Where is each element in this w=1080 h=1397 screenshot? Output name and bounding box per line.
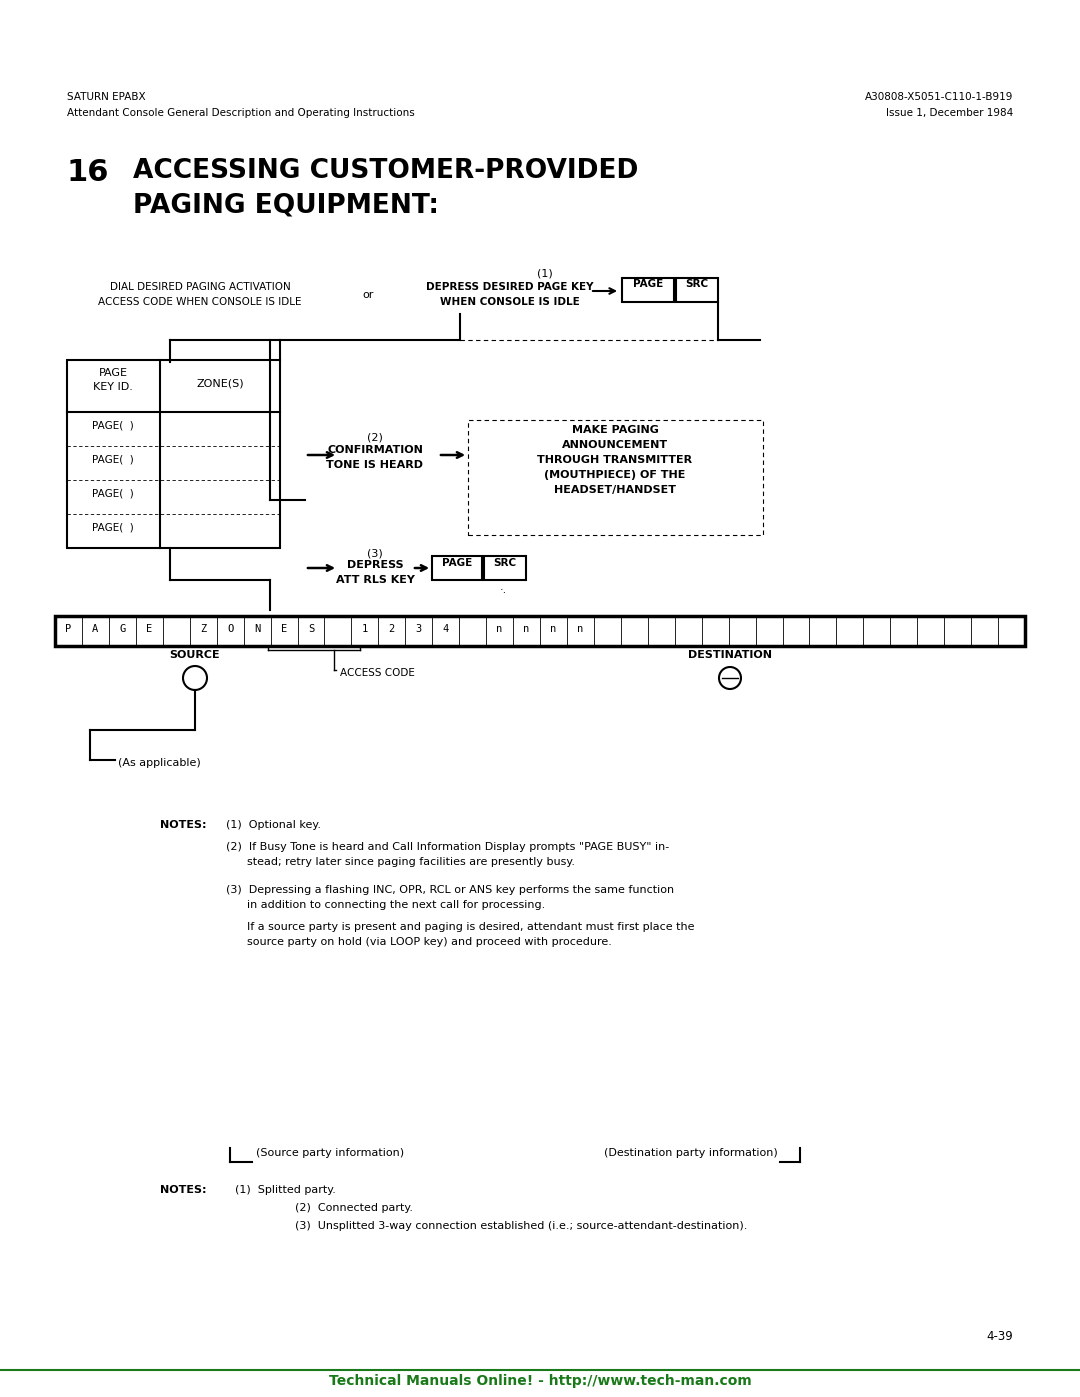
Text: in addition to connecting the next call for processing.: in addition to connecting the next call …: [226, 900, 545, 909]
Text: 4-39: 4-39: [986, 1330, 1013, 1343]
Text: ZONE(S): ZONE(S): [197, 379, 244, 388]
Text: PAGING EQUIPMENT:: PAGING EQUIPMENT:: [133, 191, 438, 218]
Text: 2: 2: [389, 624, 395, 634]
Text: (Destination party information): (Destination party information): [604, 1148, 778, 1158]
Text: Issue 1, December 1984: Issue 1, December 1984: [886, 108, 1013, 117]
Text: A30808-X5051-C110-1-B919: A30808-X5051-C110-1-B919: [865, 92, 1013, 102]
Text: (Source party information): (Source party information): [256, 1148, 404, 1158]
Text: SATURN EPABX: SATURN EPABX: [67, 92, 146, 102]
Text: KEY ID.: KEY ID.: [93, 381, 133, 393]
Text: O: O: [227, 624, 233, 634]
Text: source party on hold (via LOOP key) and proceed with procedure.: source party on hold (via LOOP key) and …: [226, 937, 612, 947]
Text: Z: Z: [200, 624, 206, 634]
Bar: [676, 278, 718, 302]
Bar: [55, 616, 1025, 645]
Text: PAGE: PAGE: [98, 367, 127, 379]
Bar: [484, 556, 526, 580]
Text: (3)  Unsplitted 3-way connection established (i.e.; source-attendant-destination: (3) Unsplitted 3-way connection establis…: [295, 1221, 747, 1231]
Text: (2): (2): [367, 432, 383, 441]
Text: PAGE(  ): PAGE( ): [92, 420, 134, 430]
Text: E: E: [281, 624, 287, 634]
Text: 4: 4: [443, 624, 449, 634]
Text: MAKE PAGING: MAKE PAGING: [571, 425, 659, 434]
Text: PAGE(  ): PAGE( ): [92, 488, 134, 497]
Text: stead; retry later since paging facilities are presently busy.: stead; retry later since paging faciliti…: [226, 856, 575, 868]
Bar: [432, 556, 482, 580]
Text: (MOUTHPIECE) OF THE: (MOUTHPIECE) OF THE: [544, 469, 686, 481]
Text: or: or: [362, 291, 374, 300]
Text: THROUGH TRANSMITTER: THROUGH TRANSMITTER: [538, 455, 692, 465]
Text: 16: 16: [67, 158, 109, 187]
Text: n: n: [524, 624, 529, 634]
Text: DESTINATION: DESTINATION: [688, 650, 772, 659]
Text: SOURCE: SOURCE: [170, 650, 220, 659]
Text: 3: 3: [416, 624, 422, 634]
Text: n: n: [497, 624, 502, 634]
Text: (3): (3): [367, 548, 383, 557]
Text: PAGE(  ): PAGE( ): [92, 454, 134, 464]
Text: NOTES:: NOTES:: [160, 1185, 206, 1194]
Text: S: S: [308, 624, 314, 634]
Text: DIAL DESIRED PAGING ACTIVATION: DIAL DESIRED PAGING ACTIVATION: [110, 282, 291, 292]
Bar: [67, 360, 280, 548]
Text: PAGE: PAGE: [633, 279, 663, 289]
Bar: [622, 278, 674, 302]
Text: (2)  Connected party.: (2) Connected party.: [295, 1203, 413, 1213]
Text: If a source party is present and paging is desired, attendant must first place t: If a source party is present and paging …: [226, 922, 694, 932]
Text: PAGE(  ): PAGE( ): [92, 522, 134, 532]
Text: NOTES:: NOTES:: [160, 820, 206, 830]
Text: SRC: SRC: [686, 279, 708, 289]
Text: WHEN CONSOLE IS IDLE: WHEN CONSOLE IS IDLE: [441, 298, 580, 307]
Text: (2)  If Busy Tone is heard and Call Information Display prompts "PAGE BUSY" in-: (2) If Busy Tone is heard and Call Infor…: [226, 842, 670, 852]
Text: CONFIRMATION: CONFIRMATION: [327, 446, 423, 455]
Bar: [468, 420, 762, 535]
Text: (3)  Depressing a flashing INC, OPR, RCL or ANS key performs the same function: (3) Depressing a flashing INC, OPR, RCL …: [226, 886, 674, 895]
Text: ACCESSING CUSTOMER-PROVIDED: ACCESSING CUSTOMER-PROVIDED: [133, 158, 638, 184]
Text: ATT RLS KEY: ATT RLS KEY: [336, 576, 415, 585]
Text: PAGE: PAGE: [442, 557, 472, 569]
Text: ANNOUNCEMENT: ANNOUNCEMENT: [562, 440, 669, 450]
Text: TONE IS HEARD: TONE IS HEARD: [326, 460, 423, 469]
Text: ·.: ·.: [500, 585, 508, 595]
Text: (As applicable): (As applicable): [118, 759, 201, 768]
Text: Technical Manuals Online! - http://www.tech-man.com: Technical Manuals Online! - http://www.t…: [328, 1375, 752, 1389]
Text: DEPRESS DESIRED PAGE KEY: DEPRESS DESIRED PAGE KEY: [427, 282, 594, 292]
Text: G: G: [119, 624, 125, 634]
Text: P: P: [66, 624, 71, 634]
Text: (1)  Optional key.: (1) Optional key.: [226, 820, 321, 830]
Text: ACCESS CODE: ACCESS CODE: [340, 668, 415, 678]
Text: A: A: [92, 624, 98, 634]
Text: (1)  Splitted party.: (1) Splitted party.: [235, 1185, 336, 1194]
Text: ACCESS CODE WHEN CONSOLE IS IDLE: ACCESS CODE WHEN CONSOLE IS IDLE: [98, 298, 301, 307]
Text: n: n: [578, 624, 583, 634]
Text: DEPRESS: DEPRESS: [347, 560, 403, 570]
Text: SRC: SRC: [494, 557, 516, 569]
Text: 1: 1: [362, 624, 368, 634]
Text: Attendant Console General Description and Operating Instructions: Attendant Console General Description an…: [67, 108, 415, 117]
Text: (1): (1): [537, 268, 553, 278]
Text: E: E: [146, 624, 152, 634]
Text: HEADSET/HANDSET: HEADSET/HANDSET: [554, 485, 676, 495]
Text: n: n: [551, 624, 556, 634]
Text: N: N: [254, 624, 260, 634]
